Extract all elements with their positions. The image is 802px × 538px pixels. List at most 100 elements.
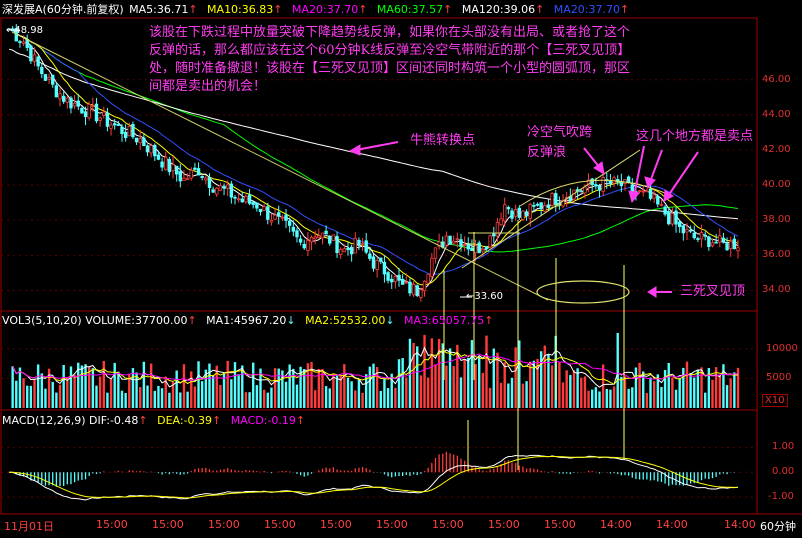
- candle-body: [353, 237, 357, 254]
- candle-body: [298, 238, 303, 243]
- volume-bar: [558, 362, 561, 408]
- candle-body: [721, 237, 726, 243]
- volume-bar: [368, 366, 372, 408]
- candle-body: [80, 108, 84, 114]
- volume-bar: [649, 377, 652, 408]
- volume-bar: [15, 380, 18, 408]
- downtrend-line: [11, 31, 549, 301]
- time-tick-label: 15:00: [432, 518, 464, 531]
- candle-body: [729, 240, 733, 249]
- volume-bar: [445, 365, 448, 408]
- macd-tick-label: 0.00: [772, 466, 795, 478]
- volume-bar: [426, 377, 430, 408]
- candle-body: [182, 177, 186, 181]
- candle-body: [120, 126, 124, 135]
- volume-bar: [182, 364, 186, 408]
- volume-bar: [87, 366, 91, 408]
- volume-bar: [437, 338, 441, 408]
- candle-body: [51, 74, 55, 85]
- volume-bar: [591, 389, 594, 408]
- time-tick-label: 15:00: [96, 518, 128, 531]
- candle-body: [174, 165, 179, 175]
- volume-bar: [157, 385, 160, 408]
- volume-bar: [211, 375, 215, 408]
- volume-ma-lines: [12, 346, 739, 388]
- price-tick-label: 34.00: [762, 284, 791, 296]
- candle-body: [72, 102, 77, 107]
- candle-body: [98, 117, 102, 121]
- candle-body: [255, 202, 259, 209]
- volume-bar: [510, 377, 514, 408]
- dif-value: DIF:-0.48: [89, 414, 139, 427]
- volume-bar: [91, 368, 95, 408]
- volume-bar: [729, 378, 732, 408]
- volume-bar: [106, 392, 109, 408]
- candle-body: [364, 240, 368, 253]
- candle-body: [357, 239, 361, 246]
- cold-air-label-2: 反弹浪: [527, 145, 567, 160]
- volume-bar: [197, 361, 200, 408]
- candle-body: [262, 206, 266, 211]
- volume-bar: [51, 381, 54, 408]
- candle-body: [258, 208, 263, 213]
- volume-bar: [339, 375, 342, 408]
- period-label: (60分钟.前复权): [42, 3, 124, 16]
- candle-body: [681, 225, 686, 234]
- candle-body: [484, 246, 489, 250]
- candle-body: [40, 66, 44, 75]
- candle-body: [390, 278, 394, 283]
- volume-bar: [357, 379, 361, 408]
- volume-bar: [474, 364, 477, 408]
- candle-body: [459, 239, 463, 247]
- volume-bar: [120, 390, 124, 408]
- candle-body: [466, 244, 470, 250]
- volume-bar: [383, 378, 386, 408]
- volume-bar: [609, 389, 612, 408]
- candle-body: [229, 183, 234, 198]
- candle-body: [76, 100, 80, 107]
- candle-body: [524, 211, 529, 217]
- turning-point-label: 牛熊转换点: [410, 133, 476, 148]
- candle-body: [732, 238, 737, 250]
- volume-bar: [539, 351, 543, 408]
- volume-bar: [175, 370, 178, 408]
- volume-bar: [550, 365, 554, 408]
- volume-bar: [452, 366, 455, 408]
- candle-body: [317, 235, 321, 238]
- volume-bar: [492, 348, 495, 408]
- candle-body: [131, 124, 135, 138]
- volume-bar: [149, 363, 153, 408]
- candle-body: [506, 206, 511, 210]
- volume-bar: [463, 359, 466, 408]
- candle-body: [240, 198, 244, 203]
- panel-frames: [0, 17, 802, 515]
- volume-bar: [612, 386, 616, 408]
- candle-body: [422, 280, 427, 292]
- volume-bar: [642, 371, 645, 408]
- volume-scale-label: X10: [762, 394, 788, 407]
- candle-body: [54, 85, 59, 98]
- period-selector[interactable]: 60分钟: [760, 520, 796, 533]
- volume-bar: [226, 360, 229, 408]
- volume-bar: [507, 383, 510, 408]
- candle-body: [477, 242, 481, 254]
- time-tick-label: 15:00: [152, 518, 184, 531]
- volume-bar: [700, 367, 703, 408]
- volume-bar: [204, 369, 208, 408]
- candle-body: [338, 249, 343, 255]
- candle-body: [408, 281, 412, 294]
- candle-body: [619, 181, 624, 187]
- volume-bar: [168, 392, 171, 408]
- volume-bar: [616, 332, 619, 408]
- candle-body: [178, 171, 183, 182]
- volume-bar: [222, 373, 226, 408]
- volume-panel-header: VOL3(5,10,20) VOLUME:37700.00↑ MA1:45967…: [2, 314, 494, 327]
- volume-bar: [711, 379, 714, 408]
- volume-bar: [481, 372, 485, 408]
- volume-bar: [73, 374, 76, 408]
- time-tick-label: 15:00: [264, 518, 296, 531]
- volume-tick-label: 5000: [766, 372, 792, 384]
- volume-bar: [485, 335, 488, 408]
- volume-bar: [660, 386, 663, 408]
